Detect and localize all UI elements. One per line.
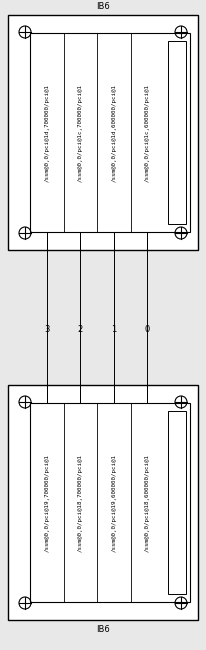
Text: /ssm@0,0/pci@1c,600000/pci@1: /ssm@0,0/pci@1c,600000/pci@1 bbox=[144, 83, 149, 181]
Text: /ssm@0,0/pci@1d,700000/pci@1: /ssm@0,0/pci@1d,700000/pci@1 bbox=[44, 83, 49, 181]
Text: /ssm@0,0/pci@19,600000/pci@1: /ssm@0,0/pci@19,600000/pci@1 bbox=[111, 454, 116, 551]
Text: 3: 3 bbox=[44, 326, 49, 335]
Text: /ssm@0,0/pci@1d,600000/pci@1: /ssm@0,0/pci@1d,600000/pci@1 bbox=[111, 83, 116, 181]
Text: /ssm@0,0/pci@18,600000/pci@1: /ssm@0,0/pci@18,600000/pci@1 bbox=[144, 454, 149, 551]
Text: 2: 2 bbox=[77, 326, 82, 335]
Text: /ssm@0,0/pci@19,700000/pci@1: /ssm@0,0/pci@19,700000/pci@1 bbox=[44, 454, 49, 551]
Bar bbox=[30, 33, 189, 232]
Text: /ssm@0,0/pci@18,700000/pci@1: /ssm@0,0/pci@18,700000/pci@1 bbox=[77, 454, 82, 551]
Bar bbox=[167, 411, 185, 594]
Bar bbox=[30, 403, 189, 602]
Text: 0: 0 bbox=[144, 326, 149, 335]
Text: IB6: IB6 bbox=[96, 625, 109, 634]
Bar bbox=[8, 385, 197, 620]
Text: /ssm@0,0/pci@1c,700000/pci@1: /ssm@0,0/pci@1c,700000/pci@1 bbox=[77, 83, 82, 181]
Text: 1: 1 bbox=[111, 326, 116, 335]
Text: IB6: IB6 bbox=[96, 2, 109, 11]
Bar bbox=[8, 15, 197, 250]
Bar bbox=[167, 41, 185, 224]
